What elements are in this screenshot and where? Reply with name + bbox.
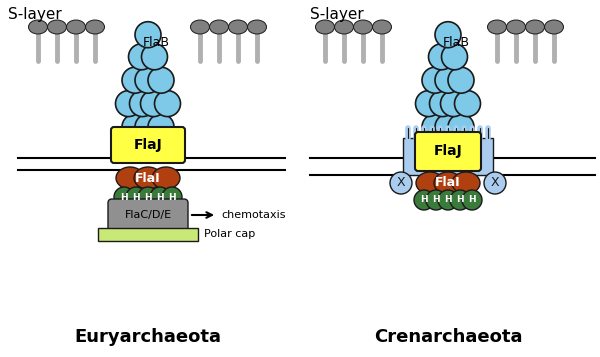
Ellipse shape [506, 20, 526, 34]
Circle shape [438, 190, 458, 210]
Ellipse shape [134, 167, 162, 189]
Ellipse shape [191, 20, 209, 34]
Ellipse shape [29, 20, 47, 34]
Text: FlaI: FlaI [135, 171, 161, 185]
Text: H: H [420, 196, 428, 205]
Circle shape [148, 114, 174, 140]
Circle shape [448, 67, 474, 93]
Text: X: X [491, 176, 499, 190]
Text: H: H [456, 196, 464, 205]
Text: Euryarchaeota: Euryarchaeota [74, 328, 221, 346]
Circle shape [426, 190, 446, 210]
Text: S-layer: S-layer [8, 6, 62, 21]
Circle shape [435, 114, 461, 140]
Circle shape [448, 114, 474, 140]
Ellipse shape [152, 167, 180, 189]
Text: X: X [397, 176, 406, 190]
Circle shape [135, 22, 161, 48]
Text: H: H [144, 192, 152, 201]
Circle shape [415, 91, 442, 117]
Circle shape [435, 22, 461, 48]
Ellipse shape [248, 20, 266, 34]
Text: H: H [168, 192, 176, 201]
Circle shape [428, 44, 455, 70]
Text: FlaB: FlaB [443, 35, 470, 49]
Circle shape [130, 91, 155, 117]
Circle shape [422, 114, 448, 140]
Ellipse shape [67, 20, 86, 34]
Ellipse shape [229, 20, 248, 34]
Ellipse shape [390, 172, 412, 194]
Circle shape [450, 190, 470, 210]
Circle shape [126, 187, 146, 207]
Circle shape [150, 187, 170, 207]
Circle shape [142, 44, 167, 70]
Ellipse shape [434, 172, 462, 194]
FancyBboxPatch shape [108, 199, 188, 231]
Ellipse shape [416, 172, 444, 194]
FancyBboxPatch shape [403, 138, 493, 175]
Circle shape [148, 67, 174, 93]
Ellipse shape [316, 20, 335, 34]
Circle shape [422, 67, 448, 93]
Ellipse shape [487, 20, 506, 34]
Text: H: H [432, 196, 440, 205]
Text: H: H [468, 196, 476, 205]
Ellipse shape [116, 167, 144, 189]
Circle shape [155, 91, 181, 117]
Circle shape [122, 67, 148, 93]
Text: FlaB: FlaB [143, 35, 170, 49]
Circle shape [435, 67, 461, 93]
Circle shape [135, 114, 161, 140]
Text: FlaJ: FlaJ [434, 145, 463, 159]
Text: H: H [444, 196, 452, 205]
Circle shape [442, 44, 467, 70]
Circle shape [455, 91, 481, 117]
Circle shape [122, 114, 148, 140]
Ellipse shape [373, 20, 392, 34]
Text: S-layer: S-layer [310, 6, 364, 21]
Circle shape [162, 187, 182, 207]
Circle shape [414, 190, 434, 210]
FancyBboxPatch shape [415, 132, 481, 171]
Circle shape [115, 91, 142, 117]
Text: H: H [156, 192, 164, 201]
Ellipse shape [526, 20, 545, 34]
Circle shape [114, 187, 134, 207]
Text: H: H [120, 192, 128, 201]
Circle shape [128, 44, 155, 70]
Ellipse shape [484, 172, 506, 194]
Ellipse shape [335, 20, 353, 34]
Circle shape [140, 91, 167, 117]
Circle shape [138, 187, 158, 207]
Circle shape [135, 67, 161, 93]
Text: Polar cap: Polar cap [204, 229, 255, 239]
Circle shape [430, 91, 455, 117]
Text: FlaC/D/E: FlaC/D/E [124, 210, 172, 220]
Circle shape [440, 91, 467, 117]
Ellipse shape [452, 172, 480, 194]
Text: Crenarchaeota: Crenarchaeota [374, 328, 522, 346]
Text: FlaI: FlaI [435, 176, 461, 190]
Ellipse shape [86, 20, 104, 34]
Text: FlaJ: FlaJ [134, 138, 163, 152]
FancyBboxPatch shape [111, 127, 185, 163]
Ellipse shape [47, 20, 67, 34]
Bar [98, 227, 198, 241]
Circle shape [462, 190, 482, 210]
Ellipse shape [545, 20, 563, 34]
Text: chemotaxis: chemotaxis [221, 210, 286, 220]
Text: H: H [132, 192, 140, 201]
Ellipse shape [209, 20, 229, 34]
Ellipse shape [353, 20, 373, 34]
